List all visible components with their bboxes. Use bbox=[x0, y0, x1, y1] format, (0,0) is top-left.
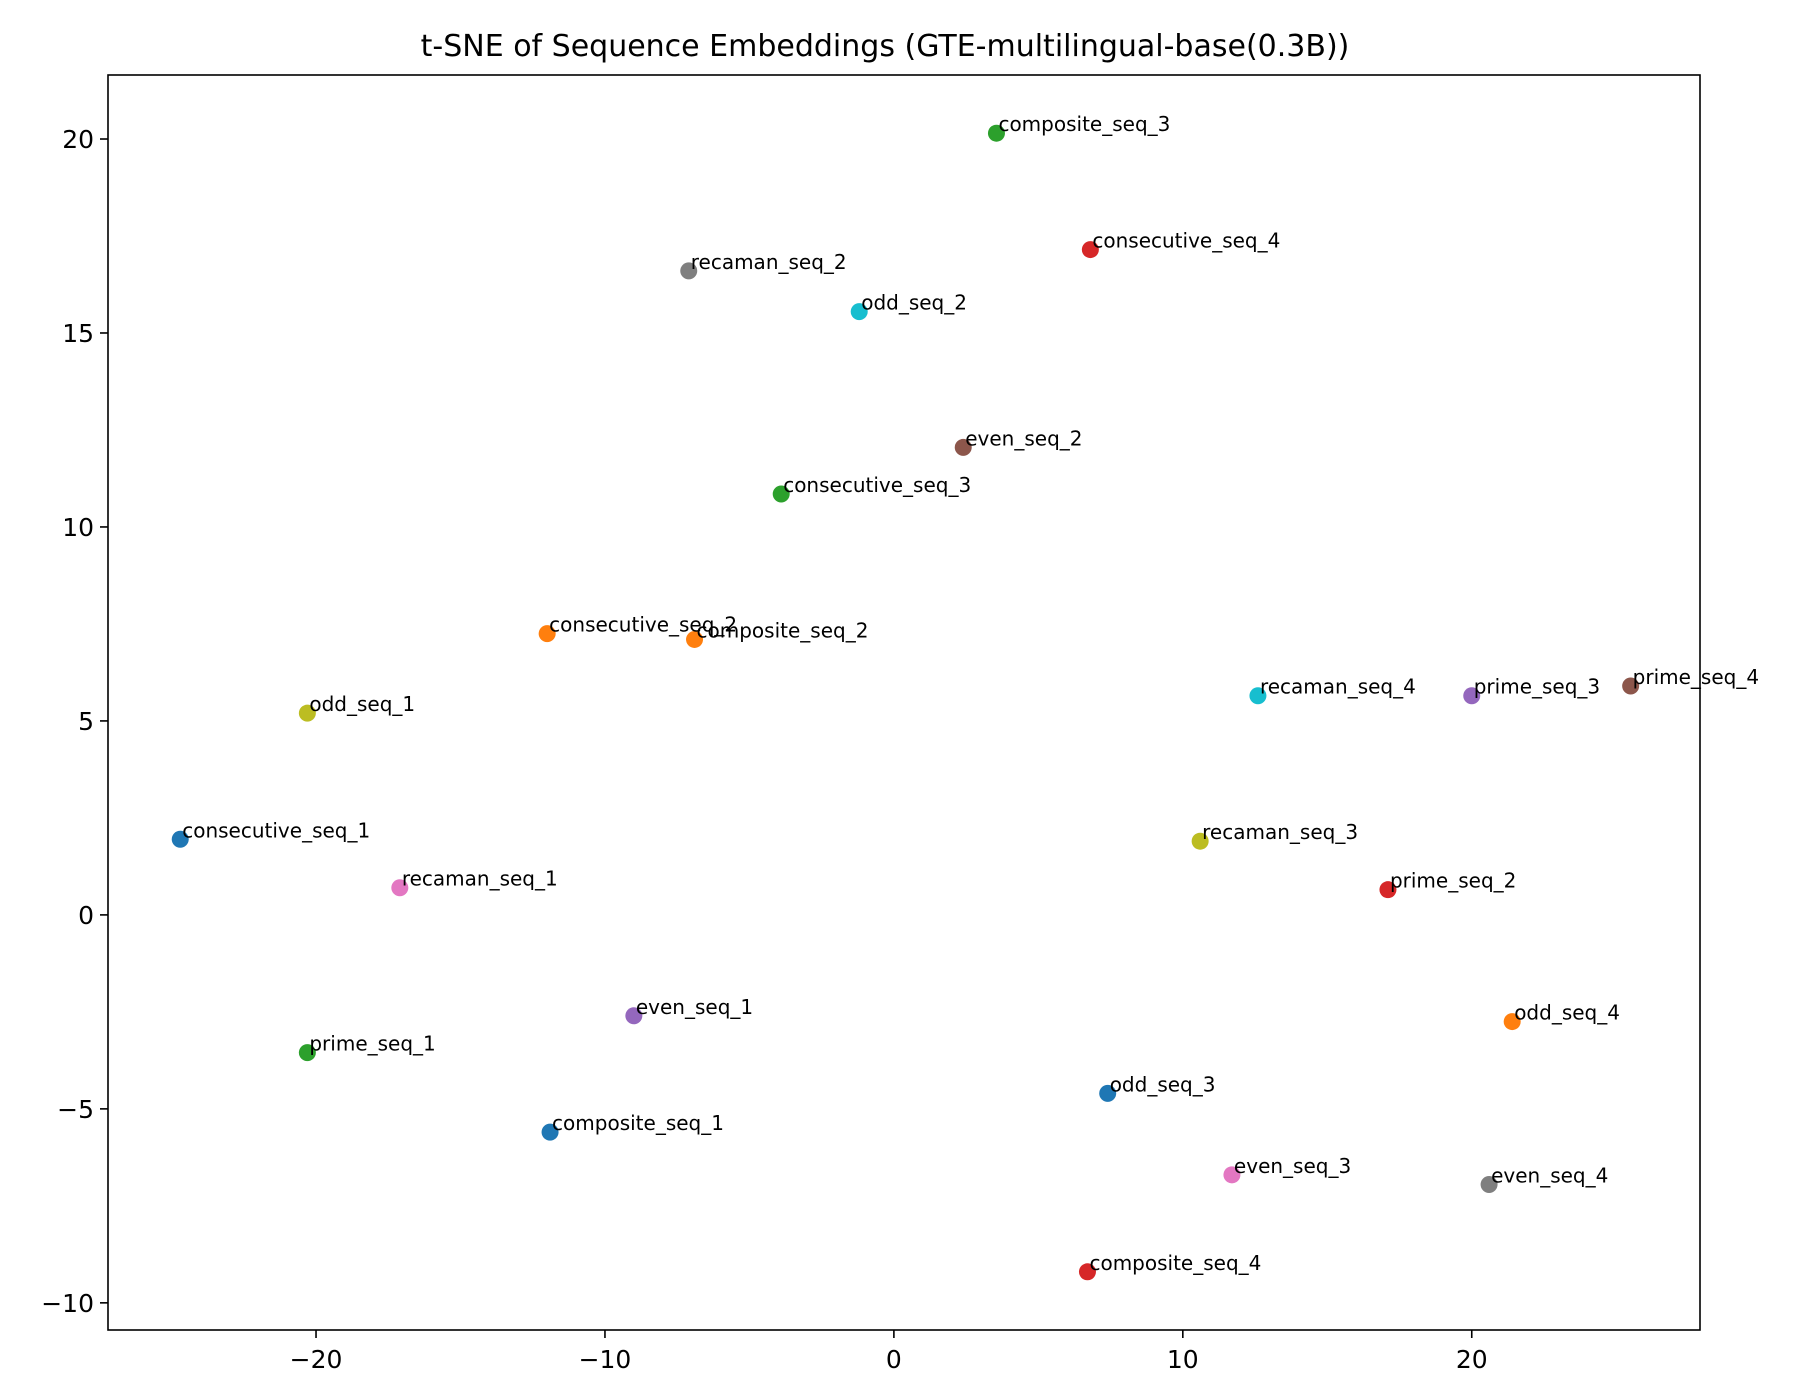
point-odd-seq-4 bbox=[1503, 1013, 1521, 1031]
point-prime-seq-4 bbox=[1622, 677, 1640, 695]
point-label: composite_seq_4 bbox=[1089, 1251, 1261, 1275]
point-consecutive-seq-2 bbox=[538, 625, 556, 643]
point-composite-seq-4 bbox=[1078, 1263, 1096, 1281]
point-label: recaman_seq_1 bbox=[402, 867, 558, 891]
point-recaman-seq-1 bbox=[391, 879, 409, 897]
point-composite-seq-2 bbox=[686, 630, 704, 648]
point-label: even_seq_2 bbox=[965, 426, 1082, 450]
y-tick-label: −10 bbox=[41, 1289, 94, 1318]
point-even-seq-2 bbox=[954, 438, 972, 456]
point-label: prime_seq_1 bbox=[309, 1032, 435, 1056]
point-composite-seq-1 bbox=[541, 1123, 559, 1141]
x-tick-label: 0 bbox=[886, 1345, 902, 1374]
point-label: odd_seq_2 bbox=[861, 291, 967, 315]
y-tick-label: 5 bbox=[78, 707, 94, 736]
plot-frame bbox=[107, 74, 1701, 1331]
point-odd-seq-3 bbox=[1099, 1084, 1117, 1102]
point-recaman-seq-2 bbox=[680, 262, 698, 280]
point-recaman-seq-3 bbox=[1191, 832, 1209, 850]
point-label: consecutive_seq_2 bbox=[549, 613, 737, 637]
point-prime-seq-1 bbox=[298, 1044, 316, 1062]
x-tick-label: −10 bbox=[579, 1345, 632, 1374]
point-label: recaman_seq_2 bbox=[691, 250, 847, 274]
point-label: consecutive_seq_4 bbox=[1092, 229, 1280, 253]
point-label: consecutive_seq_3 bbox=[783, 473, 971, 497]
point-even-seq-1 bbox=[625, 1007, 643, 1025]
point-labels: composite_seq_3 consecutive_seq_4 recaman_… bbox=[182, 112, 1759, 1275]
axes: −20 −10 0 10 20 −10 −5 0 5 10 15 20 bbox=[41, 125, 1487, 1374]
point-odd-seq-2 bbox=[850, 303, 868, 321]
point-consecutive-seq-1 bbox=[171, 830, 189, 848]
point-label: prime_seq_3 bbox=[1474, 675, 1600, 699]
y-tick-label: 15 bbox=[62, 319, 94, 348]
point-prime-seq-3 bbox=[1463, 687, 1481, 705]
point-prime-seq-2 bbox=[1379, 881, 1397, 899]
point-label: composite_seq_2 bbox=[697, 618, 869, 642]
point-odd-seq-1 bbox=[298, 704, 316, 722]
point-even-seq-4 bbox=[1480, 1176, 1498, 1194]
y-tick-label: 10 bbox=[62, 513, 94, 542]
point-label: even_seq_3 bbox=[1234, 1154, 1351, 1178]
point-label: composite_seq_3 bbox=[998, 112, 1170, 136]
point-consecutive-seq-3 bbox=[772, 485, 790, 503]
point-recaman-seq-4 bbox=[1249, 687, 1267, 705]
x-tick-label: −20 bbox=[290, 1345, 343, 1374]
point-even-seq-3 bbox=[1223, 1166, 1241, 1184]
point-label: odd_seq_3 bbox=[1110, 1072, 1216, 1096]
chart-title: t-SNE of Sequence Embeddings (GTE-multil… bbox=[421, 29, 1350, 64]
point-label: odd_seq_4 bbox=[1514, 1001, 1620, 1025]
point-label: prime_seq_4 bbox=[1633, 665, 1759, 689]
point-label: consecutive_seq_1 bbox=[182, 818, 370, 842]
point-label: even_seq_1 bbox=[636, 995, 753, 1019]
x-tick-label: 10 bbox=[1167, 1345, 1199, 1374]
data-points bbox=[171, 124, 1640, 1281]
point-composite-seq-3 bbox=[987, 124, 1005, 142]
point-consecutive-seq-4 bbox=[1081, 241, 1099, 259]
y-tick-label: 20 bbox=[62, 125, 94, 154]
point-label: composite_seq_1 bbox=[552, 1111, 724, 1135]
point-label: recaman_seq_3 bbox=[1202, 820, 1358, 844]
point-label: even_seq_4 bbox=[1491, 1164, 1608, 1188]
y-tick-label: 0 bbox=[78, 901, 94, 930]
point-label: odd_seq_1 bbox=[309, 692, 415, 716]
point-label: recaman_seq_4 bbox=[1260, 675, 1416, 699]
y-tick-label: −5 bbox=[57, 1095, 94, 1124]
x-tick-label: 20 bbox=[1456, 1345, 1488, 1374]
point-label: prime_seq_2 bbox=[1390, 869, 1516, 893]
